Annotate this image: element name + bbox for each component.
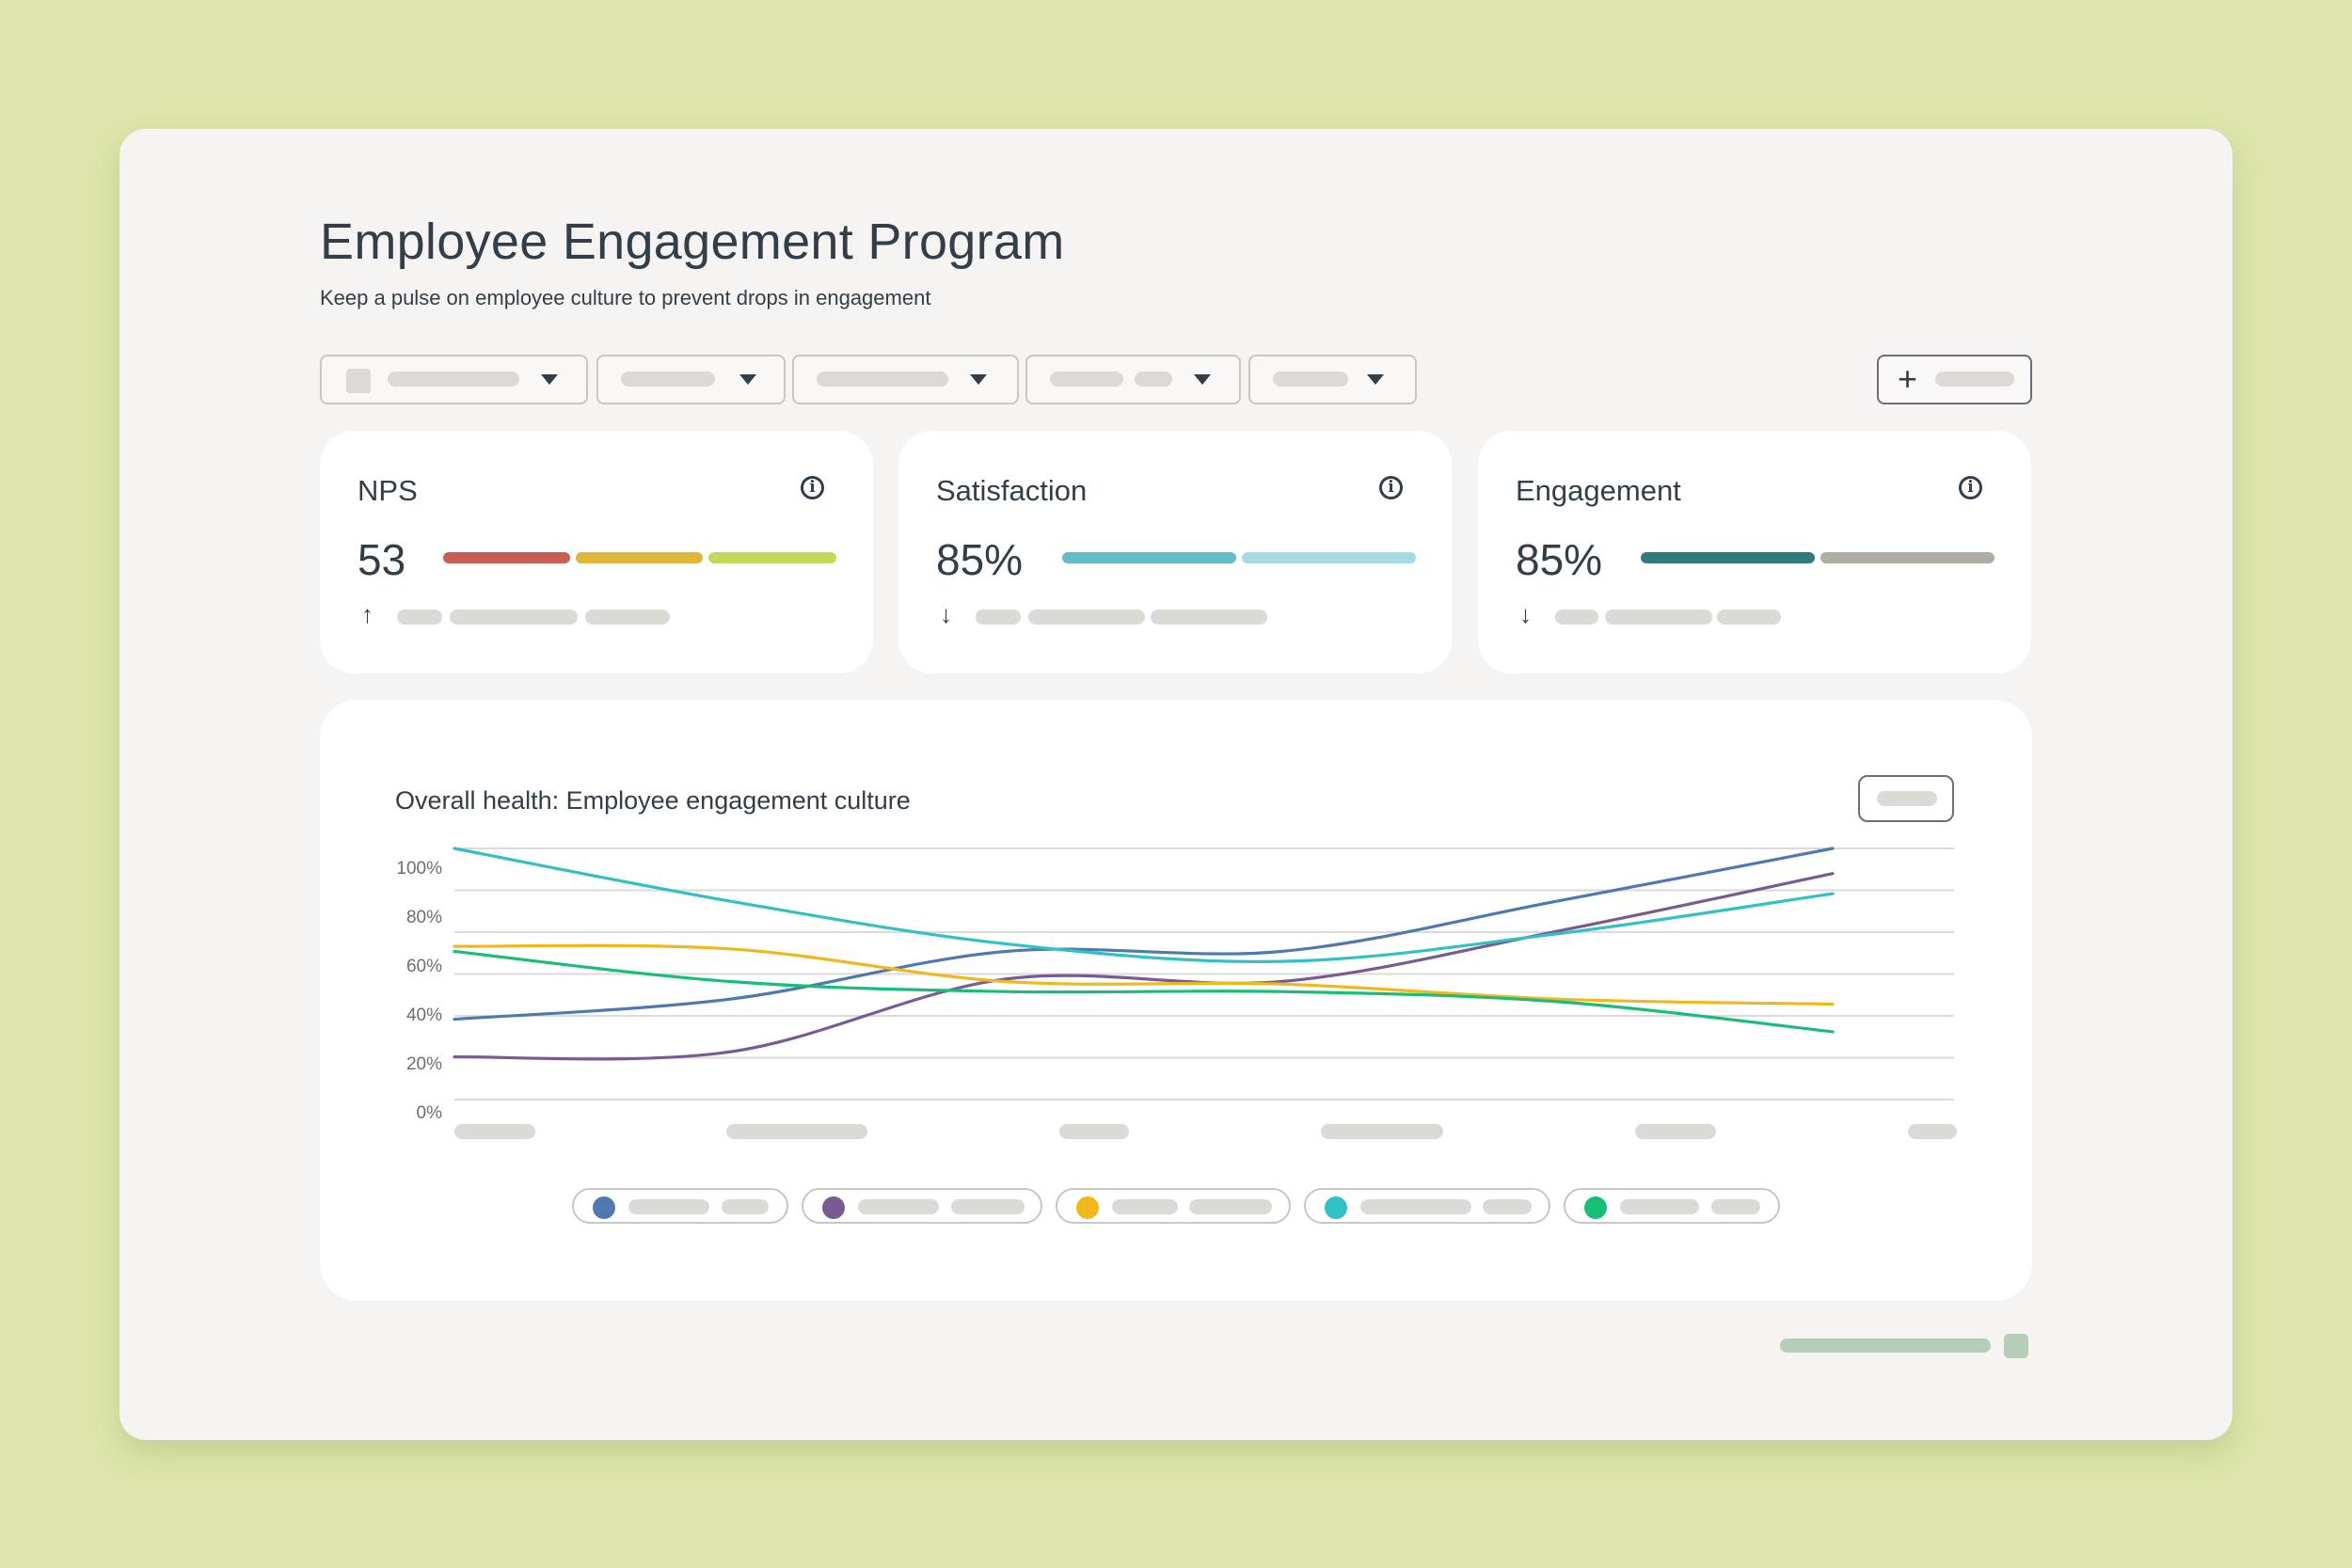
page-subtitle: Keep a pulse on employee culture to prev…	[320, 286, 931, 309]
trend-down-icon: ↓	[1519, 600, 1532, 628]
placeholder-text	[817, 372, 948, 387]
metric-card-engagement: Engagement i 85% ↓	[1478, 431, 2031, 673]
placeholder-text	[1605, 610, 1712, 625]
metric-card-nps: NPS i 53 ↑	[320, 431, 873, 673]
footer-placeholder-bar	[1780, 1338, 1991, 1353]
add-button[interactable]: +	[1877, 355, 2032, 404]
info-icon[interactable]: i	[1959, 476, 1982, 499]
score-bar-segment	[1062, 552, 1236, 563]
placeholder-text	[450, 610, 578, 625]
placeholder-text	[951, 1199, 1025, 1214]
score-bar-segment	[1641, 552, 1815, 563]
placeholder-text	[397, 610, 442, 625]
score-bar-segment	[1820, 552, 1994, 563]
placeholder-text	[1620, 1199, 1699, 1214]
placeholder-text	[1189, 1199, 1272, 1214]
chart-card: Overall health: Employee engagement cult…	[320, 700, 2032, 1301]
footer-placeholder-square	[2004, 1334, 2028, 1358]
x-tick-placeholder	[726, 1124, 867, 1139]
y-tick-label: 100%	[396, 859, 442, 879]
y-tick-label: 0%	[417, 1103, 443, 1123]
chevron-down-icon	[541, 374, 558, 385]
legend-item-5[interactable]	[1564, 1188, 1780, 1224]
series-line-5	[453, 949, 1835, 1034]
legend-item-2[interactable]	[802, 1188, 1042, 1224]
placeholder-text	[1135, 372, 1172, 387]
metric-value: 85%	[936, 535, 1024, 584]
x-tick-placeholder	[1321, 1124, 1443, 1139]
line-chart: 100% 80% 60% 40% 20% 0%	[396, 847, 1957, 1139]
trend-up-icon: ↑	[361, 600, 373, 628]
x-tick-placeholder	[1908, 1124, 1957, 1139]
chart-title: Overall health: Employee engagement cult…	[395, 786, 911, 815]
placeholder-text	[1151, 610, 1267, 625]
placeholder-text	[1711, 1199, 1760, 1214]
placeholder-text	[628, 1199, 709, 1214]
placeholder-text	[1483, 1199, 1532, 1214]
legend-item-3[interactable]	[1056, 1188, 1291, 1224]
placeholder-text	[976, 610, 1021, 625]
placeholder-text	[722, 1199, 769, 1214]
placeholder-text	[585, 610, 670, 625]
info-icon[interactable]: i	[801, 476, 824, 499]
metric-value: 85%	[1516, 535, 1603, 584]
score-bar-segment	[443, 552, 570, 563]
filter-dropdown-1[interactable]	[320, 355, 588, 404]
y-tick-label: 20%	[406, 1054, 442, 1074]
score-bar-segment	[1242, 552, 1416, 563]
filter-dropdown-3[interactable]	[792, 355, 1019, 404]
trend-down-icon: ↓	[940, 600, 952, 628]
chevron-down-icon	[970, 374, 987, 385]
filter-dropdown-2[interactable]	[596, 355, 786, 404]
info-icon[interactable]: i	[1379, 476, 1403, 499]
chevron-down-icon	[1367, 374, 1384, 385]
series-line-4	[453, 847, 1835, 963]
placeholder-text	[1028, 610, 1145, 625]
y-tick-label: 80%	[406, 908, 442, 927]
placeholder-text	[1877, 791, 1937, 806]
legend-dot	[593, 1196, 615, 1219]
metric-title: Satisfaction	[936, 474, 1088, 507]
chevron-down-icon	[739, 374, 756, 385]
placeholder-text	[1273, 372, 1348, 387]
legend-item-1[interactable]	[572, 1188, 788, 1224]
placeholder-text	[1555, 610, 1598, 625]
legend-dot	[1584, 1196, 1607, 1219]
placeholder-text	[858, 1199, 939, 1214]
x-tick-placeholder	[1059, 1124, 1129, 1139]
placeholder-text	[1360, 1199, 1471, 1214]
placeholder-text	[1112, 1199, 1178, 1214]
metric-value: 53	[358, 535, 406, 584]
legend-dot	[1076, 1196, 1099, 1219]
x-tick-placeholder	[1635, 1124, 1716, 1139]
metric-title: NPS	[358, 474, 418, 507]
chart-range-button[interactable]	[1858, 775, 1954, 822]
filter-dropdown-5[interactable]	[1248, 355, 1417, 404]
placeholder-text	[1935, 372, 2014, 387]
series-line-1	[453, 847, 1835, 1022]
legend-dot	[822, 1196, 845, 1219]
plus-icon: +	[1898, 359, 1918, 398]
metric-card-satisfaction: Satisfaction i 85% ↓	[898, 431, 1452, 673]
score-bar-segment	[576, 552, 703, 563]
series-line-3	[453, 943, 1835, 1006]
filter-checkbox[interactable]	[346, 369, 371, 393]
x-tick-placeholder	[454, 1124, 535, 1139]
series-line-2	[453, 872, 1835, 1061]
placeholder-text	[1717, 610, 1781, 625]
y-tick-label: 40%	[406, 1006, 442, 1025]
chevron-down-icon	[1194, 374, 1211, 385]
y-tick-label: 60%	[406, 957, 442, 976]
filter-dropdown-4[interactable]	[1025, 355, 1241, 404]
legend-item-4[interactable]	[1304, 1188, 1550, 1224]
page-title: Employee Engagement Program	[320, 214, 1065, 270]
legend-dot	[1325, 1196, 1347, 1219]
placeholder-text	[621, 372, 715, 387]
placeholder-text	[1050, 372, 1123, 387]
metric-title: Engagement	[1516, 474, 1681, 507]
score-bar-segment	[708, 552, 836, 563]
placeholder-text	[388, 372, 519, 387]
